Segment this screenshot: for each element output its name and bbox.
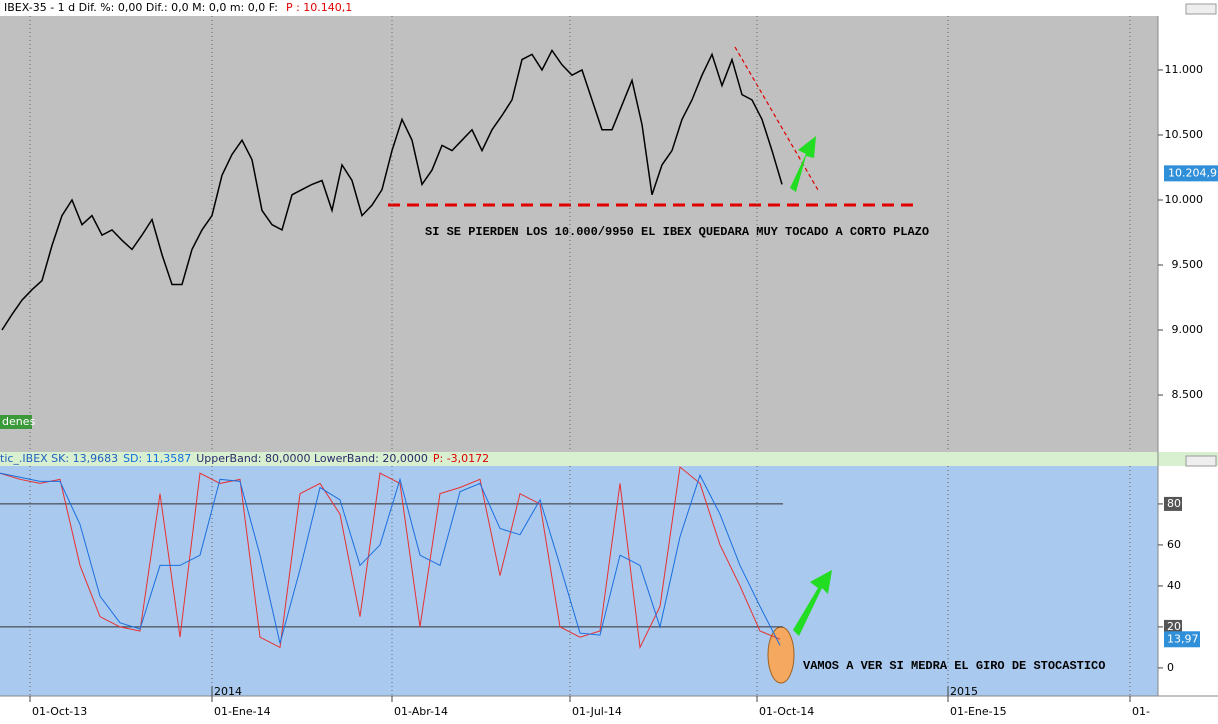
y-tick-label: 8.500: [1172, 388, 1204, 401]
indicator-header-text: P: -3,0172: [433, 452, 489, 465]
y-tick-label: 10.500: [1165, 128, 1204, 141]
band-label-box: [1164, 496, 1182, 511]
y-tick-label: 80: [1167, 497, 1181, 510]
x-tick-label: 01-Abr-14: [394, 705, 448, 718]
tag: denes: [2, 415, 35, 428]
last-value-label: 13,97: [1167, 632, 1199, 645]
indicator-line: [0, 466, 781, 650]
last-value-box: [1164, 165, 1218, 182]
y-tick-label: 20: [1167, 620, 1181, 633]
y-tick-label: 10.000: [1165, 193, 1204, 206]
up-arrow: [790, 136, 816, 192]
annotation: SI SE PIERDEN LOS 10.000/9950 EL IBEX QU…: [425, 225, 929, 239]
year-label: 2015: [950, 685, 978, 698]
indicator-header-text: SD: 11,3587: [123, 452, 191, 465]
y-tick-label: 0: [1167, 661, 1174, 674]
band-label-box: [1164, 619, 1182, 634]
y-tick-label: 9.000: [1172, 323, 1204, 336]
y-tick-label: 11.000: [1165, 63, 1204, 76]
x-tick-label: 01-Ene-14: [214, 705, 271, 718]
x-tick-label: 01-Jul-14: [572, 705, 622, 718]
annotation: VAMOS A VER SI MEDRA EL GIRO DE STOCASTI…: [803, 659, 1105, 673]
header-text: IBEX-35 - 1 d Dif. %: 0,00 Dif.: 0,0 M: …: [4, 1, 278, 14]
indicator-header: [0, 452, 1218, 466]
last-value-box: [1164, 631, 1200, 648]
up-arrow: [793, 570, 832, 636]
x-tick-label: 01-Oct-14: [759, 705, 814, 718]
indicator-header-text: tic_.IBEX SK: 13,9683: [0, 452, 118, 465]
last-value-label: 10.204,9: [1168, 166, 1217, 179]
window-buttons[interactable]: [1185, 455, 1217, 467]
header-text: P : 10.140,1: [286, 1, 352, 14]
indicator-header-text: UpperBand: 80,0000 LowerBand: 20,0000: [196, 452, 428, 465]
y-tick-label: 9.500: [1172, 258, 1204, 271]
tag-box: [0, 415, 32, 429]
price-line: [1, 49, 783, 331]
price-panel: [0, 16, 1158, 452]
y-tick-label: 60: [1167, 538, 1181, 551]
y-tick-label: 40: [1167, 579, 1181, 592]
x-tick-label: 01-Oct-13: [32, 705, 87, 718]
year-label: 2014: [214, 685, 242, 698]
window-buttons[interactable]: [1185, 3, 1217, 15]
x-tick-label: 01-Ene-15: [950, 705, 1007, 718]
x-tick-label: 01-: [1132, 705, 1150, 718]
indicator-line: [0, 472, 781, 646]
